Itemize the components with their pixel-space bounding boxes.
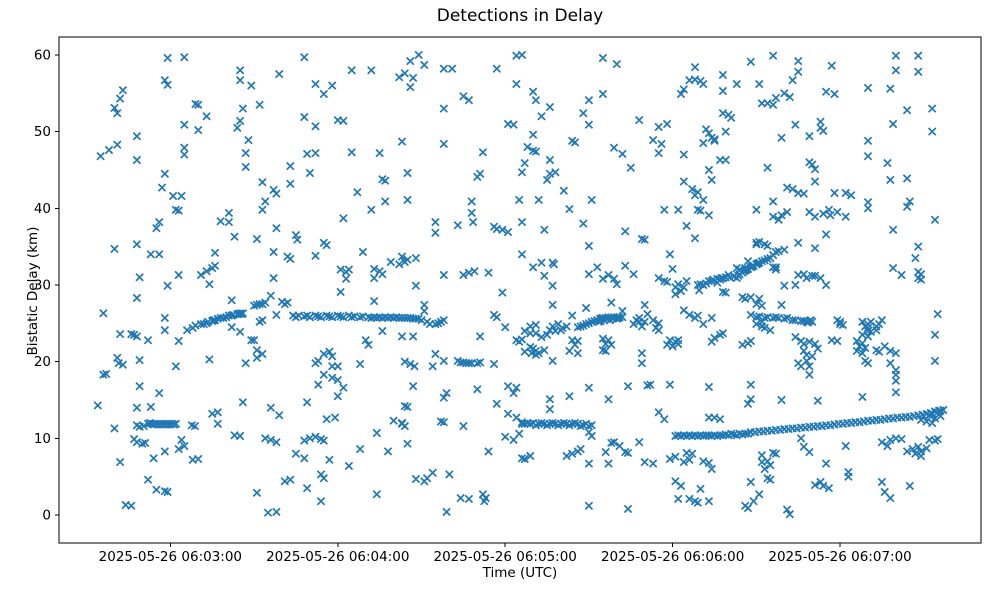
y-tick-label: 50 (34, 124, 51, 140)
chart-title: Detections in Delay (436, 6, 604, 26)
x-tick-label: 2025-05-26 06:04:00 (266, 549, 409, 565)
y-tick-label: 60 (34, 47, 51, 63)
x-tick-label: 2025-05-26 06:06:00 (601, 549, 744, 565)
axes-spines (58, 36, 982, 544)
y-tick-label: 30 (34, 277, 51, 293)
x-tick-label: 2025-05-26 06:05:00 (434, 549, 577, 565)
y-tick-label: 0 (42, 508, 51, 524)
y-tick-label: 10 (34, 431, 51, 447)
y-tick-label: 40 (34, 201, 51, 217)
x-axis-ticks: 2025-05-26 06:03:00 2025-05-26 06:04:00 20… (99, 543, 912, 565)
x-tick-label: 2025-05-26 06:07:00 (768, 549, 911, 565)
x-tick-label: 2025-05-26 06:03:00 (99, 549, 242, 565)
scatter-points (93, 50, 948, 519)
y-axis-ticks: 0 10 20 30 40 50 60 (34, 47, 59, 524)
y-tick-label: 20 (34, 354, 51, 370)
x-axis-label: Time (UTC) (482, 565, 558, 581)
